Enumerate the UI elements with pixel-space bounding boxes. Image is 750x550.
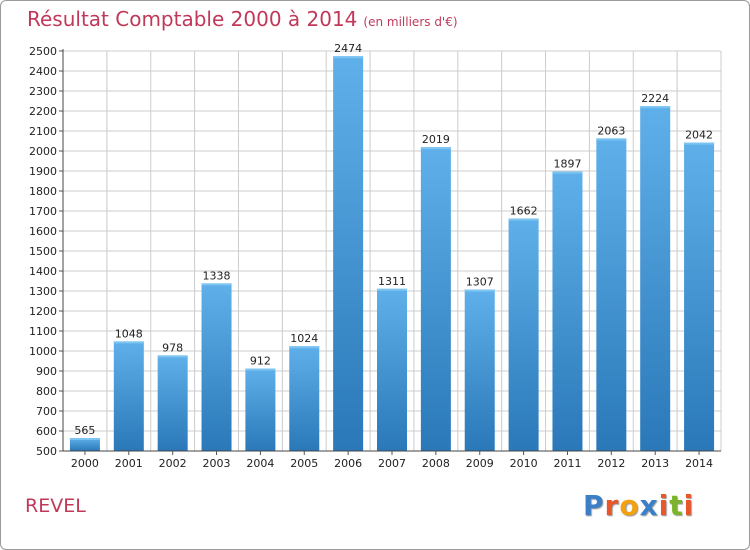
town-name: REVEL: [25, 495, 86, 517]
logo-letter: i: [683, 489, 695, 522]
y-tick-label: 2200: [29, 105, 57, 118]
data-label: 2042: [685, 129, 713, 142]
bar-2011: [552, 171, 583, 451]
x-tick-label: 2006: [334, 457, 362, 470]
bar-2000: [69, 438, 100, 451]
logo-letter: i: [658, 489, 670, 522]
bar-cap: [640, 106, 671, 109]
data-label: 1048: [115, 327, 143, 340]
bar-cap: [113, 341, 144, 344]
axis-layer: 500 600 700 800 900 1000 1100 1200 1300 1400 1500 1…: [29, 45, 721, 470]
data-label: 2063: [597, 124, 625, 137]
data-label: 912: [250, 355, 271, 368]
data-label: 1024: [290, 332, 318, 345]
x-tick-label: 2009: [466, 457, 494, 470]
bar-cap: [552, 171, 583, 174]
y-tick-label: 500: [36, 445, 57, 458]
chart-subtitle: (en milliers d'€): [363, 15, 458, 29]
x-tick-label: 2012: [597, 457, 625, 470]
data-label: 1311: [378, 275, 406, 288]
x-tick-label: 2014: [685, 457, 713, 470]
bar-cap: [596, 138, 627, 141]
x-tick-label: 2008: [422, 457, 450, 470]
logo-letter: t: [669, 489, 684, 522]
logo-letter: P: [583, 489, 605, 522]
logo-letter: o: [619, 489, 640, 522]
x-tick-label: 2005: [290, 457, 318, 470]
y-tick-label: 1500: [29, 245, 57, 258]
bar-cap: [464, 289, 495, 292]
y-tick-label: 700: [36, 405, 57, 418]
y-tick-label: 1000: [29, 345, 57, 358]
y-tick-label: 1400: [29, 265, 57, 278]
bar-2004: [245, 368, 276, 451]
bar-2014: [684, 142, 715, 451]
y-tick-label: 1300: [29, 285, 57, 298]
y-tick-label: 2000: [29, 145, 57, 158]
bar-2012: [596, 138, 627, 451]
x-tick-label: 2002: [159, 457, 187, 470]
x-tick-label: 2004: [246, 457, 274, 470]
bar-cap: [508, 218, 539, 221]
bar-cap: [684, 142, 715, 145]
y-tick-label: 1600: [29, 225, 57, 238]
logo-letter: x: [639, 489, 659, 522]
data-label: 2474: [334, 42, 362, 55]
y-tick-label: 1200: [29, 305, 57, 318]
bar-2002: [157, 355, 188, 451]
bar-cap: [333, 56, 364, 59]
bar-2006: [333, 56, 364, 451]
x-tick-label: 2011: [553, 457, 581, 470]
data-label: 1338: [203, 269, 231, 282]
bar-cap: [201, 283, 232, 286]
data-label: 1662: [510, 205, 538, 218]
x-tick-label: 2013: [641, 457, 669, 470]
data-label: 565: [74, 424, 95, 437]
y-tick-label: 2300: [29, 85, 57, 98]
bar-2013: [640, 106, 671, 451]
bar-2005: [289, 346, 320, 451]
x-tick-label: 2001: [115, 457, 143, 470]
bar-2009: [464, 289, 495, 451]
y-tick-label: 2400: [29, 65, 57, 78]
bar-2007: [377, 288, 407, 451]
y-tick-label: 800: [36, 385, 57, 398]
bar-cap: [245, 368, 276, 371]
y-tick-label: 1100: [29, 325, 57, 338]
y-tick-label: 2500: [29, 45, 57, 58]
data-label: 1897: [553, 158, 581, 171]
x-tick-label: 2007: [378, 457, 406, 470]
bar-cap: [377, 288, 407, 291]
y-tick-label: 1700: [29, 205, 57, 218]
y-tick-label: 2100: [29, 125, 57, 138]
bar-2010: [508, 218, 539, 451]
chart-title-text: Résultat Comptable 2000 à 2014: [27, 7, 358, 31]
bar-cap: [289, 346, 320, 349]
data-label: 2224: [641, 92, 669, 105]
bar-2008: [420, 147, 451, 451]
bar-2001: [113, 341, 144, 451]
y-tick-label: 900: [36, 365, 57, 378]
y-tick-label: 1900: [29, 165, 57, 178]
x-tick-label: 2000: [71, 457, 99, 470]
logo-letter: r: [604, 489, 620, 522]
data-label: 1307: [466, 276, 494, 289]
bar-layer: 565 1048 978 1338 912 1024 2474 1311 2019 1307 166…: [69, 42, 715, 451]
proxiti-logo[interactable]: Proxiti: [583, 489, 694, 522]
data-label: 2019: [422, 133, 450, 146]
x-tick-label: 2003: [203, 457, 231, 470]
bar-cap: [157, 355, 188, 358]
x-tick-label: 2010: [510, 457, 538, 470]
y-tick-label: 1800: [29, 185, 57, 198]
bar-cap: [420, 147, 451, 150]
y-tick-label: 600: [36, 425, 57, 438]
bar-2003: [201, 283, 232, 451]
bar-cap: [69, 438, 100, 440]
chart-title: Résultat Comptable 2000 à 2014 (en millie…: [27, 7, 458, 31]
data-label: 978: [162, 341, 183, 354]
